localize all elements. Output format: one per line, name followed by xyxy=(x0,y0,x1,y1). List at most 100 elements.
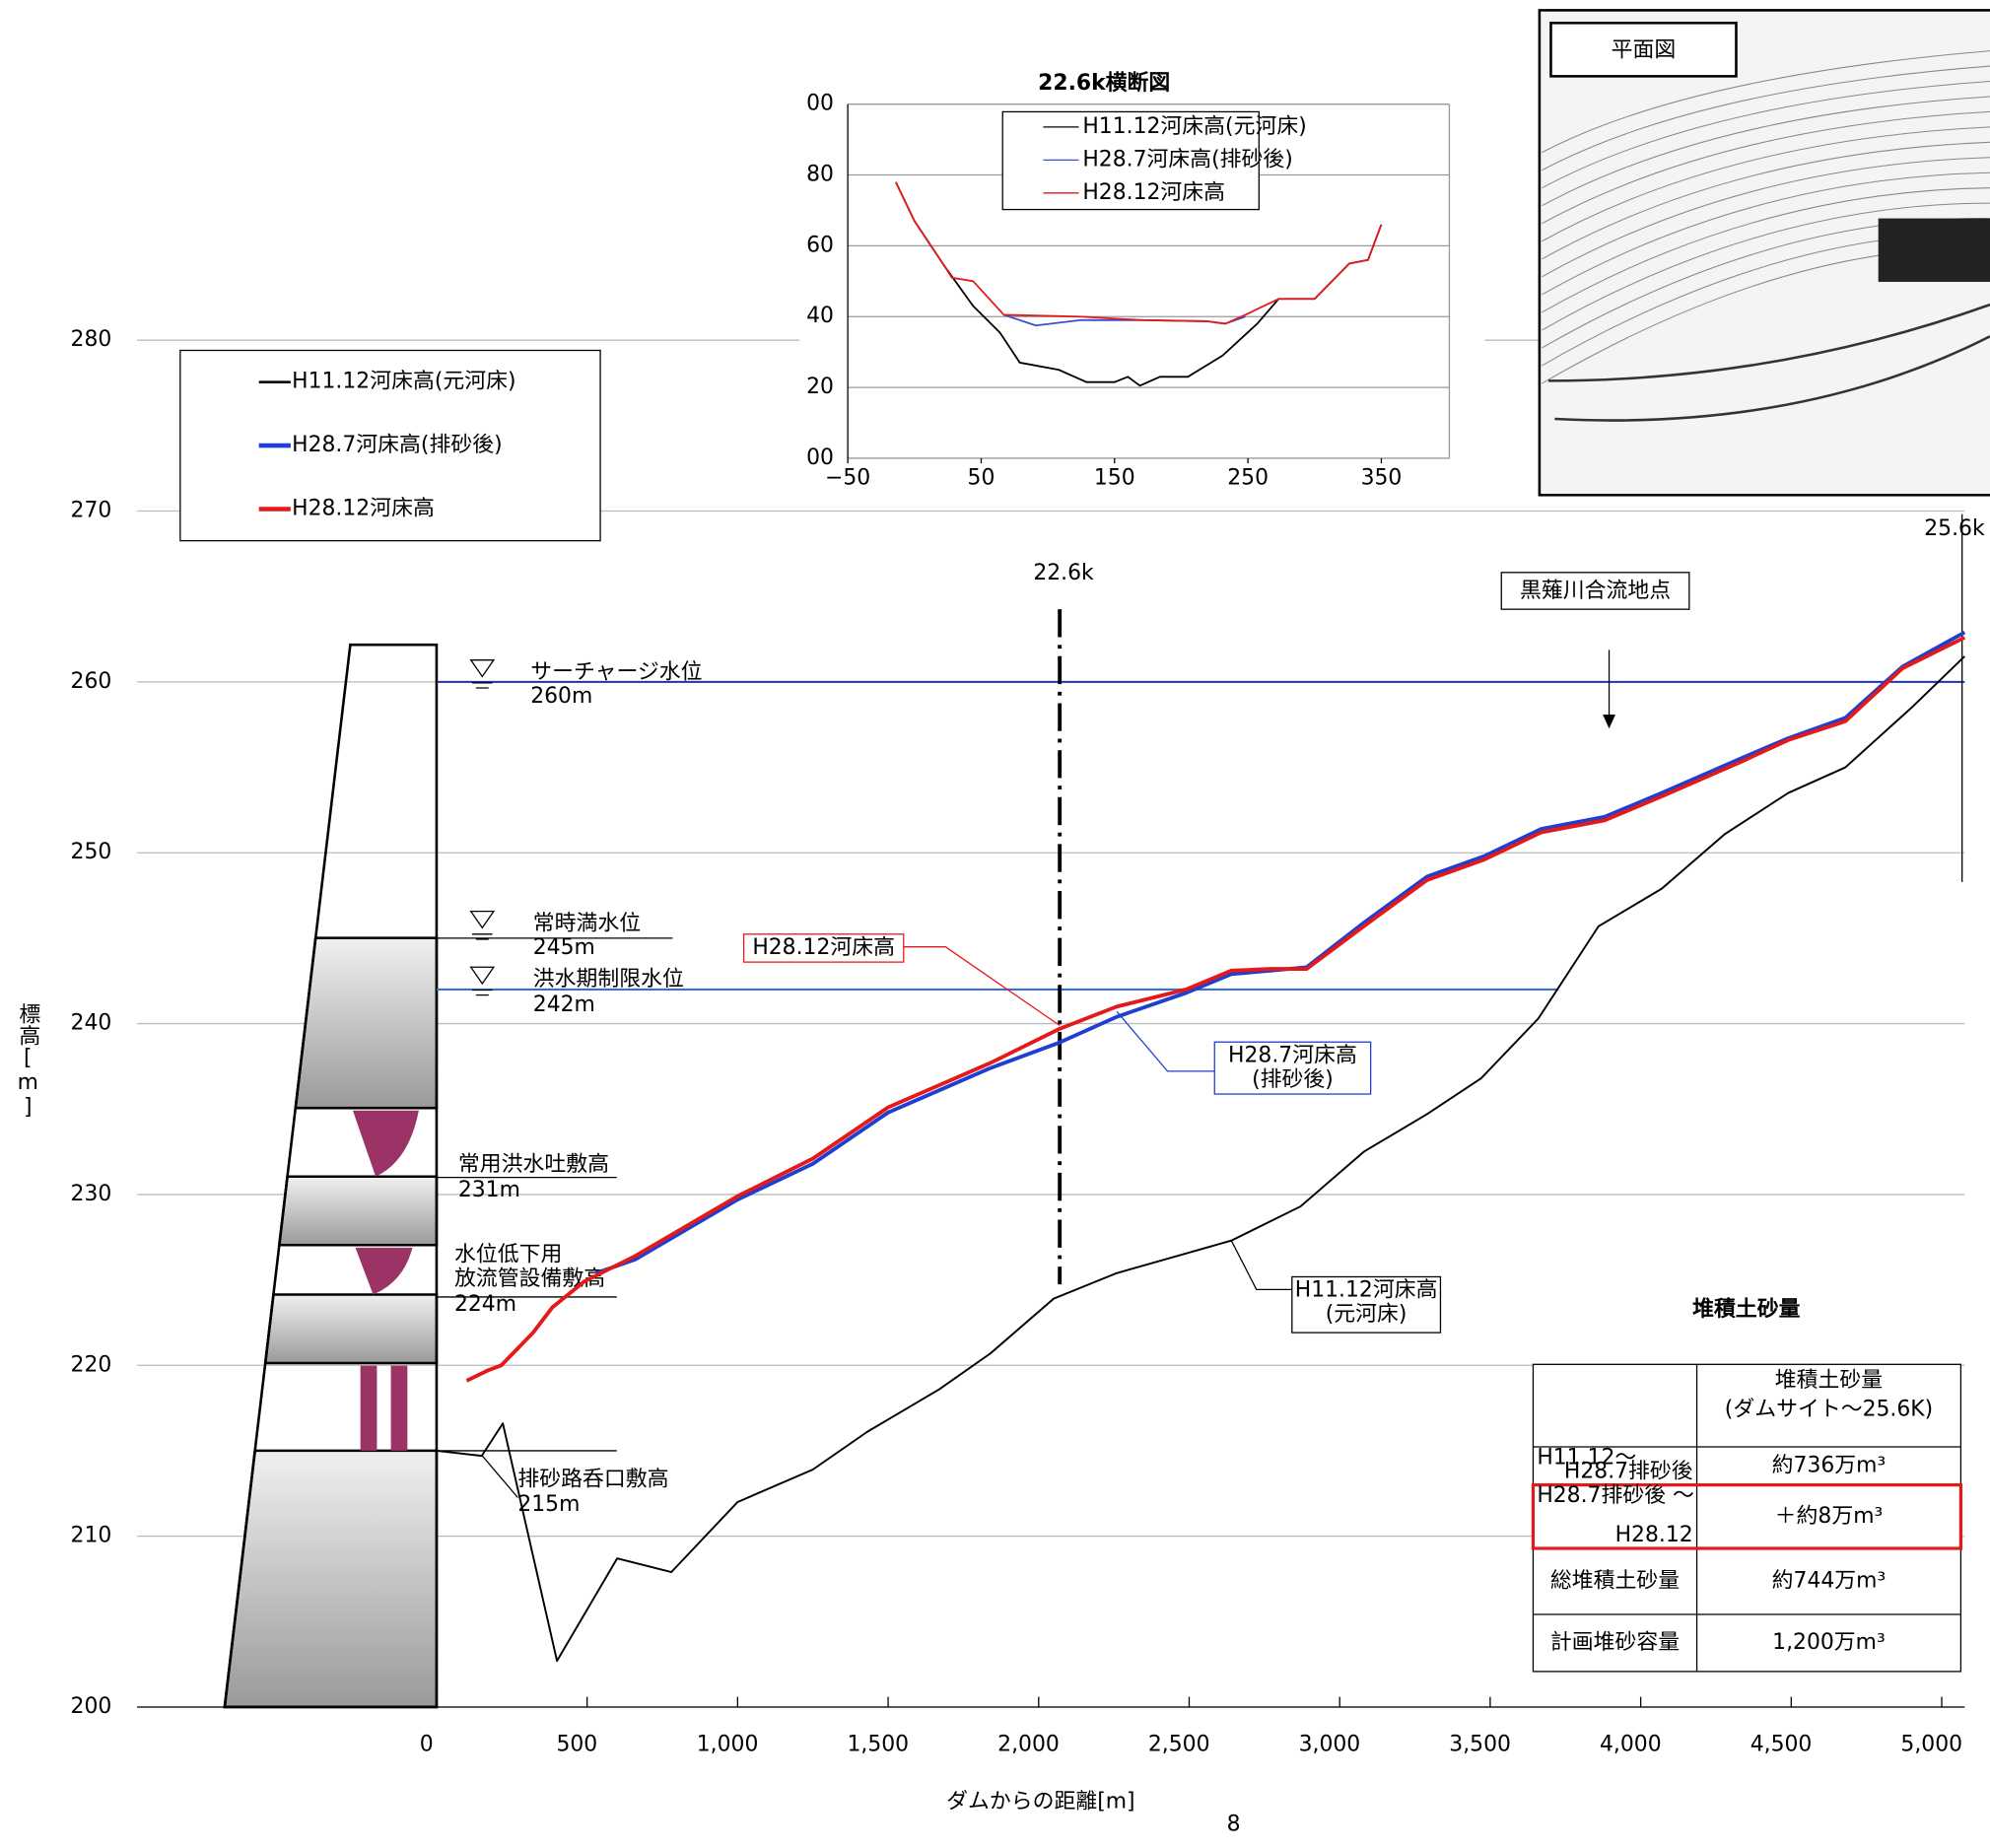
water-symbol xyxy=(469,966,496,996)
table-period: 総堆積土砂量 xyxy=(1550,1568,1680,1593)
level-name: 常時満水位 xyxy=(533,912,641,936)
arrow-head xyxy=(1603,715,1615,729)
x-tick-label: 3,500 xyxy=(1449,1733,1511,1757)
callout-box xyxy=(742,933,905,963)
y-tick-label: 260 xyxy=(71,669,112,694)
contour xyxy=(1542,110,1990,225)
inset-x-tick-label: 250 xyxy=(1227,466,1269,491)
section-label: 22.6k xyxy=(1033,561,1094,585)
y-tick-label: 230 xyxy=(71,1182,112,1206)
callout-box xyxy=(1213,1041,1372,1095)
inset-x-tick-label: −50 xyxy=(825,466,870,491)
legend-label: H28.7河床高(排砂後) xyxy=(292,433,502,457)
table-title: 堆積土砂量 xyxy=(1692,1296,1800,1322)
callout-leader xyxy=(1230,1239,1292,1290)
page-number: 8 xyxy=(1227,1813,1241,1837)
callout-text: H28.7河床高 xyxy=(1228,1043,1357,1067)
level-name: 放流管設備敷高 xyxy=(454,1266,605,1291)
table-period: H11.12～ xyxy=(1537,1446,1636,1471)
dam-outline xyxy=(223,643,439,1709)
y-tick-label: 220 xyxy=(71,1352,112,1377)
y-tick-label: 200 xyxy=(71,1694,112,1719)
inset-title: 22.6k横断図 xyxy=(1038,70,1170,96)
x-tick-label: 5,000 xyxy=(1900,1733,1962,1757)
inset-legend-label: H28.7河床高(排砂後) xyxy=(1082,147,1292,171)
inset-y-tick-label: 40 xyxy=(806,304,834,328)
y-tick-label: 250 xyxy=(71,840,112,864)
level-value: 215m xyxy=(517,1492,580,1517)
contour xyxy=(1542,96,1990,207)
x-tick-label: 1,500 xyxy=(847,1733,909,1757)
x-tick-label: 4,000 xyxy=(1600,1733,1662,1757)
inset-y-tick-label: 00 xyxy=(806,445,834,470)
x-tick-label: 4,500 xyxy=(1750,1733,1813,1757)
series-line xyxy=(465,636,1966,1383)
x-tick-label: 500 xyxy=(556,1733,597,1757)
callout-leader xyxy=(903,946,1061,1027)
inset-legend-label: H28.12河床高 xyxy=(1082,180,1225,205)
inset-legend-label: H11.12河床高(元河床) xyxy=(1082,114,1306,139)
contour xyxy=(1542,157,1990,278)
callout-box xyxy=(1291,1275,1442,1334)
plan-title: 平面図 xyxy=(1612,38,1677,63)
table-amount: ＋約8万m³ xyxy=(1775,1504,1884,1529)
legend-label: H28.12河床高 xyxy=(292,496,435,520)
callout-text: (排砂後) xyxy=(1252,1067,1334,1092)
contour xyxy=(1542,141,1990,260)
contour xyxy=(1542,187,1990,313)
contour xyxy=(1542,171,1990,296)
table-period: H28.12 xyxy=(1615,1523,1693,1547)
dam-mark xyxy=(1878,218,1990,282)
section-label: 25.6k xyxy=(1924,516,1985,541)
level-value: 245m xyxy=(533,935,595,960)
level-name: 排砂路呑口敷高 xyxy=(517,1467,668,1491)
table-amount: 約744万m³ xyxy=(1772,1568,1887,1593)
x-tick-label: 0 xyxy=(420,1733,434,1757)
x-tick-label: 2,500 xyxy=(1148,1733,1210,1757)
contour xyxy=(1542,50,1990,154)
contour xyxy=(1542,202,1990,331)
dam-block xyxy=(223,1449,439,1709)
plan-title-box xyxy=(1549,21,1738,78)
table-period: 計画堆砂容量 xyxy=(1550,1630,1680,1655)
river xyxy=(1547,303,1990,422)
table-amount: 1,200万m³ xyxy=(1772,1630,1886,1655)
level-name: 水位低下用 xyxy=(454,1243,562,1267)
legend-box xyxy=(179,349,601,542)
inset-x-tick-label: 150 xyxy=(1094,466,1135,491)
contour xyxy=(1542,65,1990,171)
level-name: 洪水期制限水位 xyxy=(533,967,684,992)
level-value: 231m xyxy=(458,1178,520,1202)
dam-pipe xyxy=(390,1365,408,1451)
dam-gate xyxy=(355,1247,413,1295)
confluence-label: 黒薙川合流地点 xyxy=(1520,579,1671,603)
dam-block xyxy=(294,936,439,1110)
contour xyxy=(1542,81,1990,189)
level-name: サーチャージ水位 xyxy=(530,660,702,685)
series-line xyxy=(436,655,1965,1663)
table-border xyxy=(1532,1363,1962,1673)
y-axis-label: 標高[m] xyxy=(16,1002,40,1120)
leader xyxy=(481,1455,518,1498)
highlight xyxy=(1531,1483,1962,1550)
inset-y-tick-label: 60 xyxy=(806,233,834,257)
table-header: 堆積土砂量 xyxy=(1775,1368,1883,1393)
inset-x-tick-label: 50 xyxy=(968,466,995,491)
legend-label: H11.12河床高(元河床) xyxy=(292,370,515,394)
inset-x-tick-label: 350 xyxy=(1361,466,1403,491)
level-name: 常用洪水吐敷高 xyxy=(458,1152,609,1177)
y-tick-label: 280 xyxy=(71,327,112,352)
dam-block xyxy=(277,1175,439,1247)
callout-text: H11.12河床高 xyxy=(1295,1278,1438,1303)
table-amount: 約736万m³ xyxy=(1772,1453,1887,1477)
table-period: H28.7排砂後 xyxy=(1564,1460,1693,1484)
water-symbol xyxy=(469,910,496,940)
x-tick-label: 3,000 xyxy=(1299,1733,1361,1757)
x-tick-label: 1,000 xyxy=(697,1733,759,1757)
x-tick-label: 2,000 xyxy=(997,1733,1060,1757)
dam-block xyxy=(263,1293,439,1365)
level-value: 242m xyxy=(533,992,595,1017)
contour xyxy=(1542,126,1990,242)
y-tick-label: 270 xyxy=(71,499,112,523)
table-period: H28.7排砂後 ～ xyxy=(1537,1483,1694,1508)
